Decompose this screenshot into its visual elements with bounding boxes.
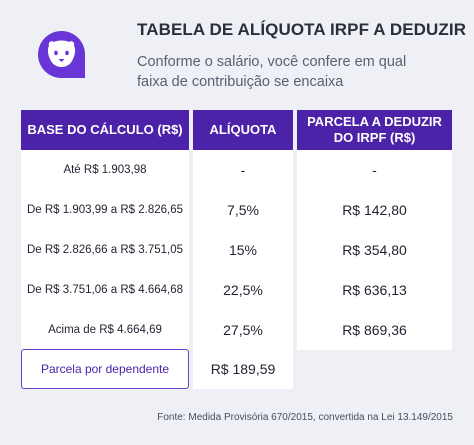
column-header-aliquota: ALÍQUOTA [193, 110, 293, 150]
column-header-base: BASE DO CÁLCULO (R$) [21, 110, 189, 150]
row-0-parcela: - [297, 150, 452, 190]
row-2-parcela: R$ 354,80 [297, 230, 452, 270]
dependent-value: R$ 189,59 [193, 349, 293, 389]
row-0-aliquota: - [193, 150, 293, 190]
row-0-base: Até R$ 1.903,98 [21, 150, 189, 190]
dependent-label: Parcela por dependente [21, 349, 189, 389]
page-title: TABELA DE ALÍQUOTA IRPF A DEDUZIR [137, 20, 467, 39]
row-3-base: De R$ 3.751,06 a R$ 4.664,68 [21, 270, 189, 310]
page-subtitle: Conforme o salário, você confere em qual… [137, 54, 407, 90]
row-1-aliquota: 7,5% [193, 190, 293, 230]
column-header-parcela: PARCELA A DEDUZIR DO IRPF (R$) [297, 110, 452, 150]
row-3-parcela: R$ 636,13 [297, 270, 452, 310]
row-2-base: De R$ 2.826,66 a R$ 3.751,05 [21, 230, 189, 270]
lion-face-icon [36, 29, 87, 80]
row-4-parcela: R$ 869,36 [297, 310, 452, 350]
source-note: Fonte: Medida Provisória 670/2015, conve… [157, 412, 453, 423]
row-1-parcela: R$ 142,80 [297, 190, 452, 230]
row-2-aliquota: 15% [193, 230, 293, 270]
row-1-base: De R$ 1.903,99 a R$ 2.826,65 [21, 190, 189, 230]
row-4-aliquota: 27,5% [193, 310, 293, 350]
row-3-aliquota: 22,5% [193, 270, 293, 310]
row-4-base: Acima de R$ 4.664,69 [21, 310, 189, 350]
